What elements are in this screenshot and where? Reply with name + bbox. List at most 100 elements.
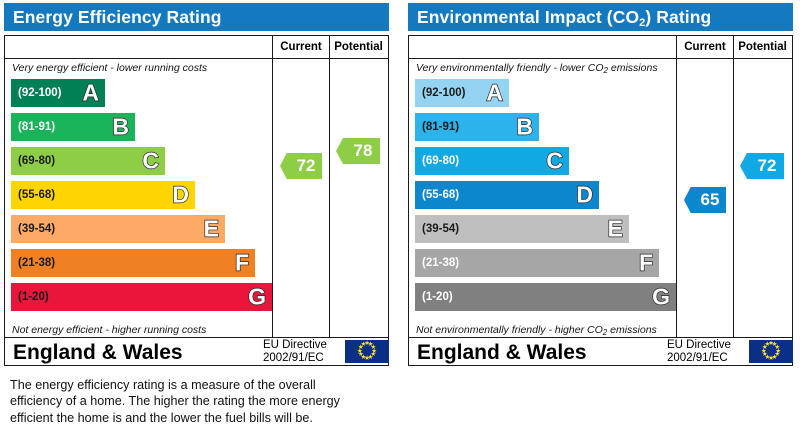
environmental-band-f-range: (21-38) <box>422 257 460 269</box>
energy-band-g-letter: G <box>247 283 266 310</box>
energy-caption-bottom: Not energy efficient - higher running co… <box>12 324 207 336</box>
energy-eu-directive-line1: EU Directive <box>263 339 327 351</box>
energy-current-rating-arrow: 72 <box>280 153 322 179</box>
energy-eu-directive-line2: 2002/91/EC <box>263 351 324 364</box>
environmental-caption-top-subscript: 2 <box>603 66 608 75</box>
eu-star-icon: ★ <box>360 341 367 348</box>
environmental-band-f-letter: F <box>638 249 653 276</box>
eu-star-icon: ★ <box>760 347 767 355</box>
environmental-band-e-letter: E <box>607 215 624 242</box>
eu-star-icon: ★ <box>775 347 782 355</box>
energy-band-e-letter: E <box>203 215 220 242</box>
eu-star-icon: ★ <box>761 350 768 358</box>
environmental-title-subscript: 2 <box>639 17 646 29</box>
eu-star-icon: ★ <box>761 343 768 351</box>
environmental-divider-current <box>676 59 677 337</box>
energy-chart-title: Energy Efficiency Rating <box>4 3 389 31</box>
energy-band-d-letter: D <box>172 181 190 208</box>
energy-band-d: (55-68) D <box>11 181 195 209</box>
eu-star-icon: ★ <box>370 350 377 358</box>
environmental-band-a: (92-100) A <box>415 79 509 107</box>
eu-flag-icon: ★ ★ ★ ★ ★ ★ ★ ★ ★ ★ ★ ★ <box>749 340 793 363</box>
environmental-title-suffix: ) Rating <box>645 7 712 27</box>
energy-band-e-range: (39-54) <box>18 223 56 235</box>
energy-band-a-range: (92-100) <box>18 87 62 99</box>
energy-description-text: The energy efficiency rating is a measur… <box>10 378 340 425</box>
environmental-caption-bottom-subscript: 2 <box>602 328 608 337</box>
environmental-caption-bottom-suffix: emissions <box>607 324 657 336</box>
energy-region-label: England & Wales <box>13 341 183 364</box>
energy-divider-potential <box>329 59 330 337</box>
energy-potential-rating-arrow: 78 <box>336 138 380 164</box>
environmental-potential-rating-arrow: 72 <box>740 153 784 179</box>
environmental-band-a-letter: A <box>486 79 504 106</box>
environmental-eu-directive-line1: EU Directive <box>667 339 731 351</box>
energy-band-b-letter: B <box>112 113 130 140</box>
eu-star-icon: ★ <box>768 340 774 348</box>
eu-star-icon: ★ <box>367 353 374 361</box>
eu-flag-icon: ★ ★ ★ ★ ★ ★ ★ ★ ★ ★ ★ ★ <box>345 340 389 363</box>
energy-band-f-range: (21-38) <box>18 257 56 269</box>
energy-band-c-range: (69-80) <box>18 155 56 167</box>
environmental-band-c: (69-80) C <box>415 147 569 175</box>
energy-band-g: (1-20) G <box>11 283 272 311</box>
eu-star-icon: ★ <box>367 341 374 348</box>
eu-star-icon: ★ <box>771 341 778 348</box>
environmental-impact-certificate: Environmental Impact (CO2) Rating Curren… <box>404 0 796 447</box>
environmental-caption-bottom-prefix: Not environmentally friendly - higher CO <box>416 324 603 336</box>
environmental-band-a-range: (92-100) <box>422 87 466 99</box>
environmental-band-g-range: (1-20) <box>422 291 453 303</box>
environmental-chart-frame: Current Potential Very environmentally f… <box>408 35 793 366</box>
energy-header-row: Current Potential <box>5 36 388 59</box>
environmental-header-row: Current Potential <box>409 36 792 59</box>
eu-star-icon: ★ <box>771 353 778 361</box>
energy-eu-directive: EU Directive 2002/91/EC <box>263 339 341 364</box>
energy-efficiency-certificate: Energy Efficiency Rating Current Potenti… <box>0 0 392 447</box>
environmental-band-b-range: (81-91) <box>422 121 460 133</box>
energy-band-list: (92-100) A (81-91) B (69-80) C (55-68) D… <box>5 79 272 321</box>
environmental-band-c-letter: C <box>546 147 564 174</box>
environmental-band-d-letter: D <box>576 181 594 208</box>
eu-star-icon: ★ <box>357 343 364 351</box>
environmental-column-header-current: Current <box>676 36 733 58</box>
energy-band-c: (69-80) C <box>11 147 165 175</box>
energy-band-e: (39-54) E <box>11 215 225 243</box>
environmental-band-e-range: (39-54) <box>422 223 460 235</box>
environmental-band-g-letter: G <box>651 283 670 310</box>
energy-band-b: (81-91) B <box>11 113 135 141</box>
eu-star-icon: ★ <box>764 353 771 361</box>
eu-star-icon: ★ <box>774 343 781 351</box>
energy-band-a-letter: A <box>82 79 100 106</box>
eu-star-icon: ★ <box>360 353 367 361</box>
environmental-caption-bottom: Not environmentally friendly - higher CO… <box>409 322 676 339</box>
energy-column-header-current: Current <box>272 36 329 58</box>
environmental-band-c-range: (69-80) <box>422 155 460 167</box>
energy-band-g-range: (1-20) <box>18 291 49 303</box>
environmental-current-rating-arrow: 65 <box>684 187 726 213</box>
environmental-footer-row: England & Wales EU Directive 2002/91/EC … <box>409 337 793 365</box>
eu-star-icon: ★ <box>364 354 370 362</box>
energy-footer-row: England & Wales EU Directive 2002/91/EC … <box>5 337 389 365</box>
energy-band-d-range: (55-68) <box>18 189 56 201</box>
energy-band-f-letter: F <box>234 249 249 276</box>
energy-band-f: (21-38) F <box>11 249 255 277</box>
eu-star-icon: ★ <box>774 350 781 358</box>
environmental-eu-directive-line2: 2002/91/EC <box>667 351 728 364</box>
energy-band-b-range: (81-91) <box>18 121 56 133</box>
environmental-band-g: (1-20) G <box>415 283 676 311</box>
eu-star-icon: ★ <box>356 347 363 355</box>
eu-star-icon: ★ <box>764 341 771 348</box>
environmental-chart-title: Environmental Impact (CO2) Rating <box>408 3 793 31</box>
environmental-band-d-range: (55-68) <box>422 189 460 201</box>
environmental-column-header-potential: Potential <box>733 36 791 58</box>
environmental-caption-top-prefix: Very environmentally friendly - lower CO <box>416 62 604 74</box>
energy-band-a: (92-100) A <box>11 79 105 107</box>
eu-star-icon: ★ <box>370 343 377 351</box>
energy-divider-current <box>272 59 273 337</box>
environmental-caption-top: Very environmentally friendly - lower CO… <box>409 60 676 77</box>
environmental-eu-directive: EU Directive 2002/91/EC <box>667 339 745 364</box>
eu-star-icon: ★ <box>371 347 378 355</box>
environmental-divider-potential <box>733 59 734 337</box>
eu-star-icon: ★ <box>768 354 774 362</box>
